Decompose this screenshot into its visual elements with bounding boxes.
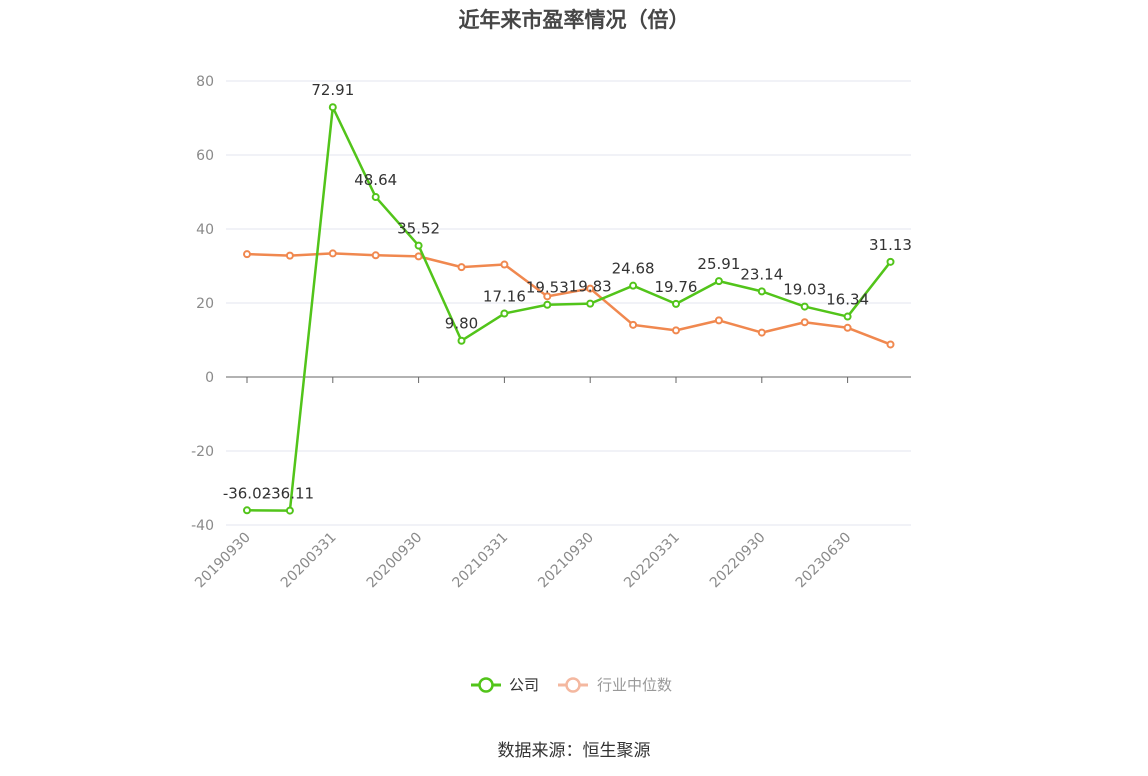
industry-median-point: [629, 320, 638, 329]
industry-median-point: [586, 284, 595, 293]
series-line-industry-median: [246, 252, 891, 346]
company-value-label: 48.64: [354, 171, 397, 189]
data-source-text: 数据来源：恒生聚源: [497, 741, 651, 761]
x-tick-label: 20230630: [793, 530, 855, 592]
company-point: [629, 281, 638, 290]
company-value-label: 23.14: [740, 265, 783, 283]
company-value-label: 19.53: [526, 279, 569, 297]
industry-median-point: [371, 251, 380, 260]
company-point: [757, 287, 766, 296]
company-value-label: 19.03: [783, 281, 826, 299]
company-point: [586, 299, 595, 308]
series: [243, 103, 895, 515]
company-value-label: -36.11: [266, 485, 314, 503]
legend-company-label: 公司: [509, 676, 539, 694]
industry-median-point: [414, 252, 423, 261]
company-value-label: 19.76: [655, 278, 698, 296]
company-point: [500, 309, 509, 318]
company-point: [243, 506, 251, 515]
x-tick-label: 20220930: [707, 530, 769, 592]
industry-median-point: [243, 250, 251, 259]
industry-median-point: [328, 249, 337, 258]
company-point: [457, 336, 466, 345]
company-point: [414, 241, 423, 250]
x-tick-label: 20210930: [535, 530, 597, 592]
company-point: [843, 312, 852, 321]
y-tick-label: -20: [191, 444, 214, 460]
y-tick-label: 40: [196, 222, 214, 238]
company-point: [714, 277, 723, 286]
company-value-label: 31.13: [869, 236, 912, 254]
chart-title: 近年来市盈率情况（倍）: [458, 8, 690, 32]
industry-median-point: [757, 328, 766, 337]
industry-median-point: [672, 326, 680, 335]
industry-median-point: [886, 340, 895, 349]
company-value-label: 19.83: [569, 278, 612, 296]
industry-median-point: [714, 316, 723, 325]
company-point: [672, 299, 680, 308]
x-tick-label: 20190930: [192, 530, 254, 592]
company-value-label: 35.52: [397, 220, 440, 238]
legend-industry-label: 行业中位数: [597, 676, 672, 694]
legend-industry-marker: [565, 677, 581, 693]
company-point: [371, 193, 380, 202]
company-point: [328, 103, 337, 112]
company-value-label: 72.91: [311, 81, 354, 99]
company-value-label: 9.80: [445, 315, 478, 333]
y-tick-label: 80: [196, 74, 214, 90]
company-point: [543, 300, 552, 309]
industry-median-point: [800, 318, 809, 327]
company-point: [800, 302, 809, 311]
x-tick-label: 20200930: [364, 530, 426, 592]
series-line-company: [246, 105, 892, 512]
legend[interactable]: 公司 行业中位数: [471, 676, 672, 694]
industry-median-point: [500, 260, 509, 269]
industry-median-point: [843, 323, 852, 332]
industry-median-point: [457, 263, 466, 272]
company-value-label: 24.68: [612, 260, 655, 278]
x-tick-label: 20200331: [278, 530, 340, 592]
company-value-label: -36.02: [223, 484, 271, 502]
y-tick-label: -40: [191, 518, 214, 534]
company-point: [285, 506, 294, 515]
legend-company-marker: [478, 677, 494, 693]
company-value-label: 16.34: [826, 291, 869, 309]
data-labels: -36.02-36.11 72.91 48.64 35.52 9.80 17.16 19.5…: [223, 81, 912, 502]
company-value-label: 17.16: [483, 288, 526, 306]
y-tick-label: 0: [205, 370, 214, 386]
industry-median-point: [285, 251, 294, 260]
y-tick-label: 20: [196, 296, 214, 312]
company-value-label: 25.91: [697, 255, 740, 273]
y-tick-label: 60: [196, 148, 214, 164]
x-tick-label: 20210331: [450, 530, 512, 592]
company-point: [886, 257, 895, 266]
industry-median-point: [543, 292, 552, 301]
x-tick-label: 20220331: [621, 530, 683, 592]
